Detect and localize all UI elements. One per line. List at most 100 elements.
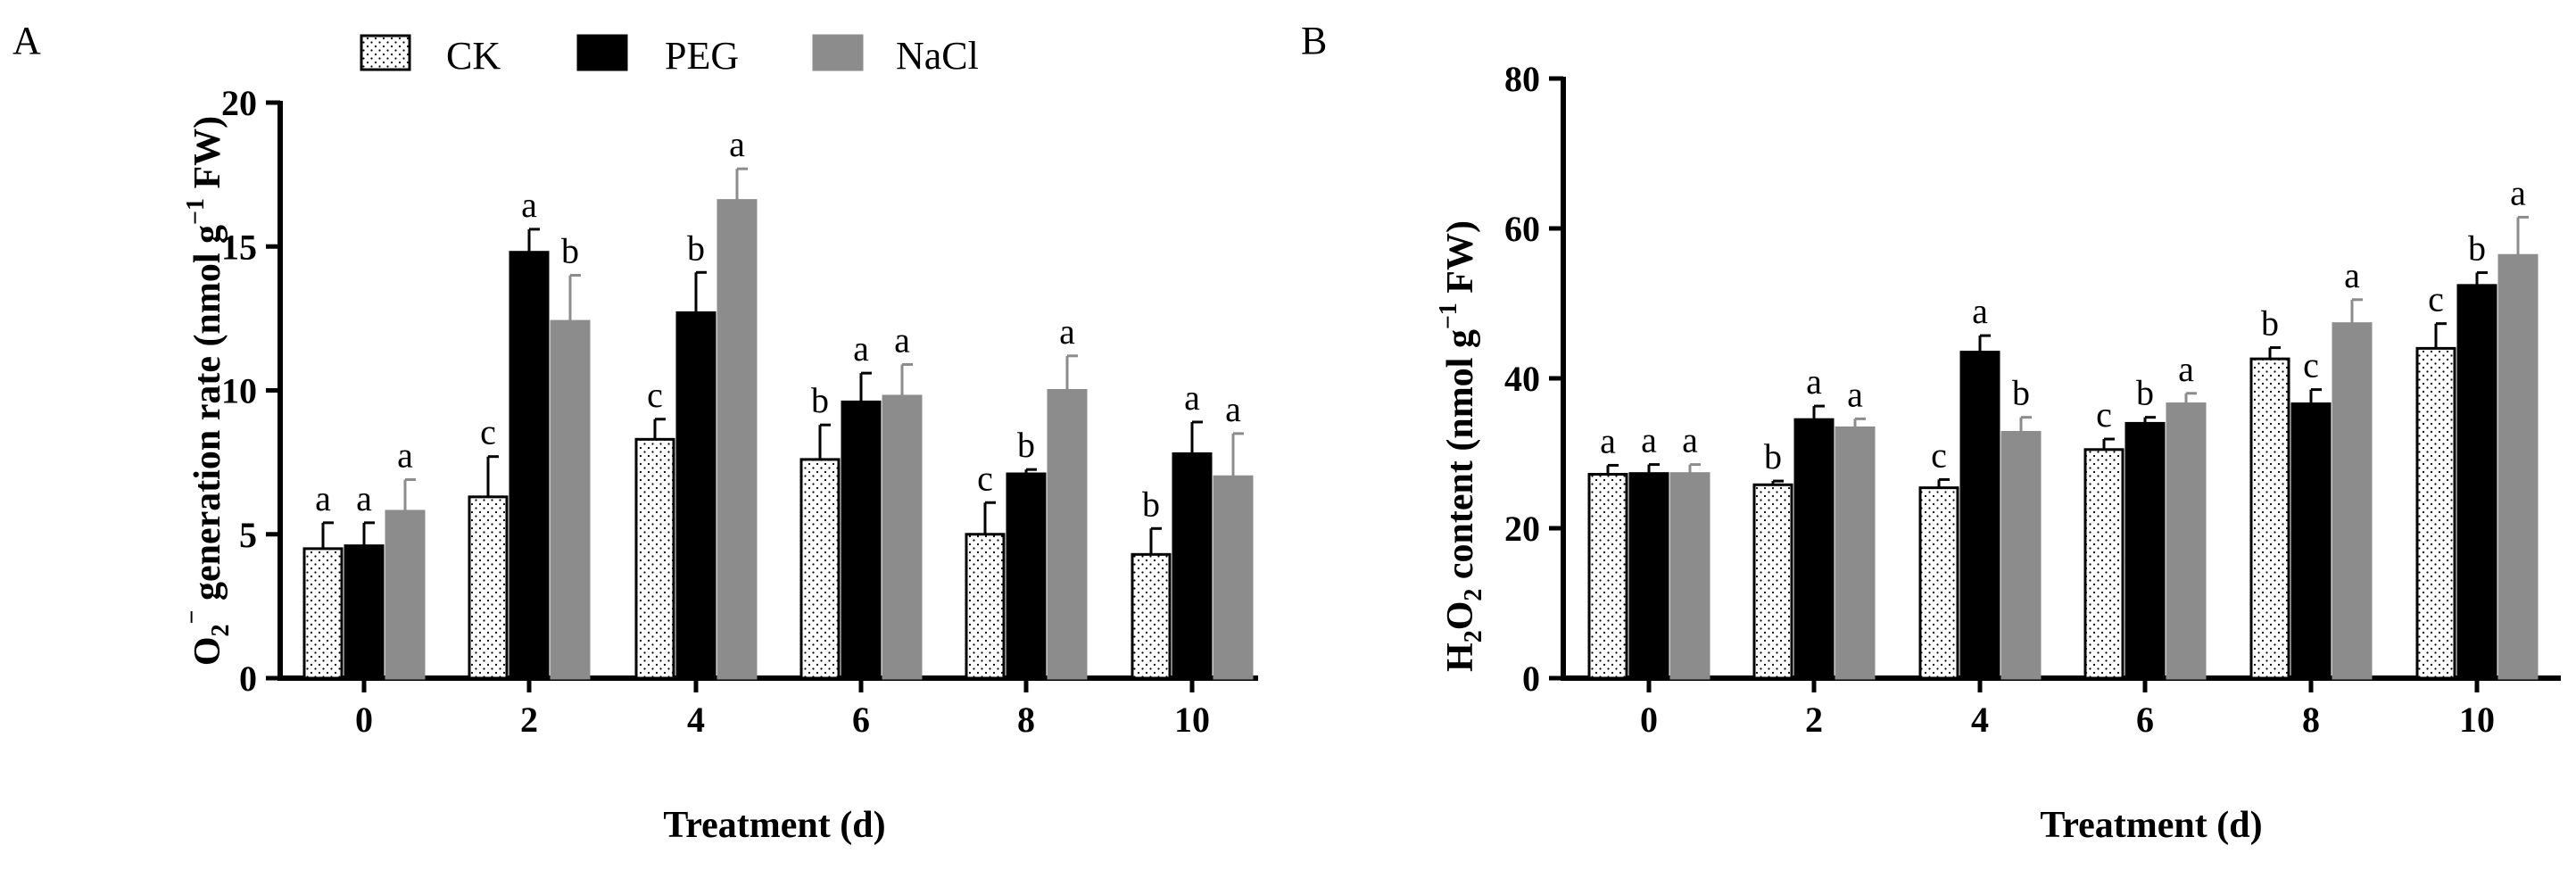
panel-b-significance-letter: a <box>1600 420 1616 460</box>
panel-a-bar-ck <box>965 533 1006 680</box>
panel-a-significance-letter: a <box>1225 389 1241 429</box>
panel-a-significance-letter: a <box>356 478 372 518</box>
panel-b-x-tick-label: 8 <box>2302 700 2320 740</box>
panel-a-x-tick-label: 10 <box>1174 700 1210 740</box>
panel-b-significance-letter: a <box>1972 291 1988 331</box>
panel-b-bar-ck <box>2415 346 2456 680</box>
panel-b-significance-letter: c <box>2303 345 2319 385</box>
panel-a-significance-letter: a <box>315 478 331 518</box>
panel-b-y-tick-label: 60 <box>1504 209 1540 249</box>
panel-a-ylabel: O2− generation rate (nmol g−1 FW) <box>178 116 235 666</box>
panel-b-significance-letter: b <box>2136 373 2154 413</box>
panel-a-xlabel: Treatment (d) <box>663 805 885 846</box>
legend-label-peg: PEG <box>665 34 739 78</box>
panel-b-significance-letter: b <box>2012 373 2030 413</box>
panel-b-significance-letter: a <box>2344 255 2360 295</box>
panel-b-chart: Treatment (d) H2O2 content (nmol g−1 FW)… <box>1435 59 2561 846</box>
panel-b-bar-nacl <box>2497 253 2539 680</box>
panel-a-significance-letter: a <box>1059 311 1075 352</box>
panel-b-y-tick-label: 0 <box>1522 659 1540 699</box>
panel-b-significance-letter: a <box>1806 361 1822 402</box>
legend-swatch-nacl <box>812 34 864 71</box>
panel-a-x-tick-label: 8 <box>1017 700 1035 740</box>
panel-a-significance-letter: b <box>1017 425 1035 465</box>
panel-b-significance-letter: a <box>2178 349 2194 389</box>
panel-b-significance-letter: c <box>2428 279 2444 319</box>
panel-b-significance-letter: a <box>2510 172 2526 212</box>
panel-a-bar-ck <box>468 495 509 680</box>
panel-a-y-tick-label: 20 <box>221 83 257 123</box>
panel-b-bar-peg <box>1793 418 1835 680</box>
legend-swatch-peg <box>576 34 628 71</box>
panel-a-bar-peg <box>1172 452 1213 680</box>
panel-letter-b: B <box>1301 19 1327 62</box>
panel-a-bar-nacl <box>882 394 923 680</box>
panel-b-bar-ck <box>1752 483 1793 680</box>
panel-a-significance-letter: c <box>977 458 993 498</box>
panel-b-bar-peg <box>1628 472 1669 680</box>
panel-a-bar-ck <box>634 437 675 680</box>
panel-a-bar-ck <box>302 547 344 680</box>
panel-b-xlabel: Treatment (d) <box>2040 805 2262 846</box>
panel-a-significance-letter: b <box>687 228 705 268</box>
panel-a-bar-nacl <box>1047 389 1088 680</box>
legend-label-ck: CK <box>446 34 501 78</box>
panel-a-y-tick-label: 10 <box>221 371 257 411</box>
panel-b-y-tick-label: 40 <box>1504 359 1540 399</box>
panel-b-significance-letter: b <box>2468 228 2486 269</box>
panel-a-bar-peg <box>675 311 716 680</box>
panel-a-y-tick-label: 15 <box>221 227 257 267</box>
panel-a-x-tick-label: 6 <box>852 700 870 740</box>
legend-label-nacl: NaCl <box>896 34 979 78</box>
panel-a-significance-letter: a <box>729 124 745 164</box>
panel-b-significance-letter: b <box>1764 436 1782 476</box>
panel-a-bar-ck <box>1131 552 1172 680</box>
panel-a-bar-nacl <box>1213 475 1254 680</box>
panel-b-bar-peg <box>2125 421 2166 680</box>
panel-b-significance-letter: a <box>1847 374 1863 414</box>
panel-b-bar-nacl <box>2000 430 2042 680</box>
panel-b-bar-peg <box>2456 284 2497 680</box>
legend: CK PEG NaCl <box>360 34 979 78</box>
panel-a-significance-letter: a <box>521 185 537 225</box>
panel-a-chart: Treatment (d) O2− generation rate (nmol … <box>178 83 1258 846</box>
panel-b-significance-letter: a <box>1641 420 1657 460</box>
panel-b-significance-letter: a <box>1682 420 1698 460</box>
panel-a-bar-nacl <box>716 199 758 680</box>
legend-swatch-ck <box>360 34 411 71</box>
panel-b-significance-letter: c <box>2096 394 2112 435</box>
panel-letter-a: A <box>12 19 41 62</box>
panel-a-x-tick-label: 0 <box>355 700 373 740</box>
panel-a-significance-letter: a <box>1184 377 1200 418</box>
panel-a-bar-nacl <box>550 319 591 680</box>
panel-b-x-tick-label: 6 <box>2136 700 2154 740</box>
panel-a-bar-peg <box>509 251 550 680</box>
panel-b-y-tick-label: 80 <box>1504 59 1540 99</box>
panel-b-bar-nacl <box>1835 426 1876 680</box>
panel-b-bar-ck <box>1587 473 1628 680</box>
panel-a-significance-letter: a <box>894 319 910 360</box>
panel-b-bar-ck <box>1918 486 1959 680</box>
panel-a-bar-nacl <box>385 510 426 680</box>
panel-b-bar-peg <box>2290 402 2332 680</box>
panel-a-y-tick-label: 5 <box>239 515 257 555</box>
panel-b-bar-ck <box>2249 357 2290 680</box>
panel-b-bar-ck <box>2083 448 2125 680</box>
panel-a-significance-letter: b <box>1142 484 1160 524</box>
panel-b-significance-letter: c <box>1931 435 1947 475</box>
panel-b-x-tick-label: 10 <box>2459 700 2495 740</box>
panel-a-significance-letter: a <box>853 328 869 369</box>
panel-b-bar-peg <box>1959 351 2000 680</box>
panel-b-bar-nacl <box>2166 402 2207 680</box>
panel-a-significance-letter: c <box>647 375 663 415</box>
panel-a-bar-peg <box>344 544 385 680</box>
panel-a-x-tick-label: 4 <box>687 700 705 740</box>
panel-a-x-tick-label: 2 <box>520 700 538 740</box>
panel-b-y-tick-label: 20 <box>1504 509 1540 549</box>
panel-b-bar-nacl <box>2332 322 2373 680</box>
panel-a-bar-ck <box>799 458 841 680</box>
panel-b-x-tick-label: 0 <box>1640 700 1658 740</box>
panel-a-significance-letter: b <box>811 380 829 420</box>
panel-a-significance-letter: a <box>397 435 413 475</box>
